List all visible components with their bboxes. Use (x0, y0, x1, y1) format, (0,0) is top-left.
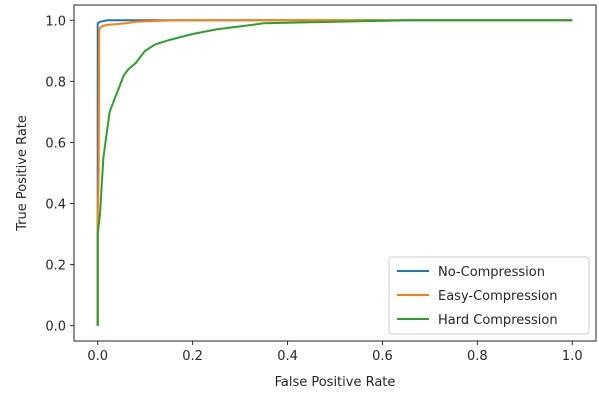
y-axis-label: True Positive Rate (15, 115, 30, 232)
series-line-2 (96, 19, 573, 326)
legend: No-Compression Easy-Compression Hard Compr… (388, 256, 590, 335)
legend-label: Easy-Compression (438, 289, 557, 304)
y-tick-label: 0.8 (45, 75, 66, 90)
y-tick-label: 0.6 (45, 136, 66, 151)
legend-label: Hard Compression (438, 313, 558, 328)
legend-label: No-Compression (438, 265, 545, 280)
x-tick-label: 1.0 (562, 349, 583, 364)
series-line-3 (96, 19, 573, 326)
x-tick-label: 0.4 (277, 349, 298, 364)
x-axis-ticks: 0.0 0.2 0.4 0.6 0.8 1.0 (87, 341, 583, 364)
x-tick-label: 0.2 (182, 349, 203, 364)
y-axis-ticks: 0.0 0.2 0.4 0.6 0.8 1.0 (45, 14, 74, 335)
x-tick-label: 0.8 (467, 349, 488, 364)
y-tick-label: 0.4 (45, 198, 66, 213)
series-lines (96, 19, 573, 326)
legend-box (388, 256, 590, 335)
y-tick-label: 0.2 (45, 259, 66, 274)
x-tick-label: 0.6 (372, 349, 393, 364)
x-tick-label: 0.0 (87, 349, 108, 364)
plot-frame (73, 4, 597, 342)
x-axis-label: False Positive Rate (275, 375, 396, 390)
y-tick-label: 0.0 (45, 320, 66, 335)
y-tick-label: 1.0 (45, 14, 66, 29)
